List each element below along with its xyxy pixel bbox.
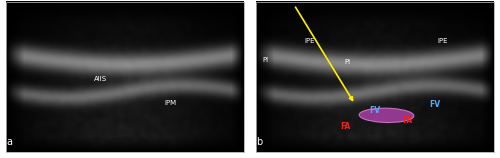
Text: AIIS: AIIS: [94, 76, 106, 82]
Text: FA: FA: [402, 116, 412, 125]
Ellipse shape: [359, 108, 414, 122]
Text: b: b: [256, 137, 263, 147]
Text: IPM: IPM: [164, 100, 176, 106]
Text: PI: PI: [344, 59, 350, 65]
Bar: [256, 2, 494, 152]
Bar: [6, 2, 244, 152]
Text: a: a: [6, 137, 12, 147]
Text: FV: FV: [370, 106, 380, 115]
Text: PI: PI: [262, 57, 268, 63]
Text: IPE: IPE: [437, 38, 448, 44]
Text: IPE: IPE: [305, 38, 316, 44]
Text: FV: FV: [430, 100, 440, 109]
Text: FA: FA: [340, 122, 350, 131]
